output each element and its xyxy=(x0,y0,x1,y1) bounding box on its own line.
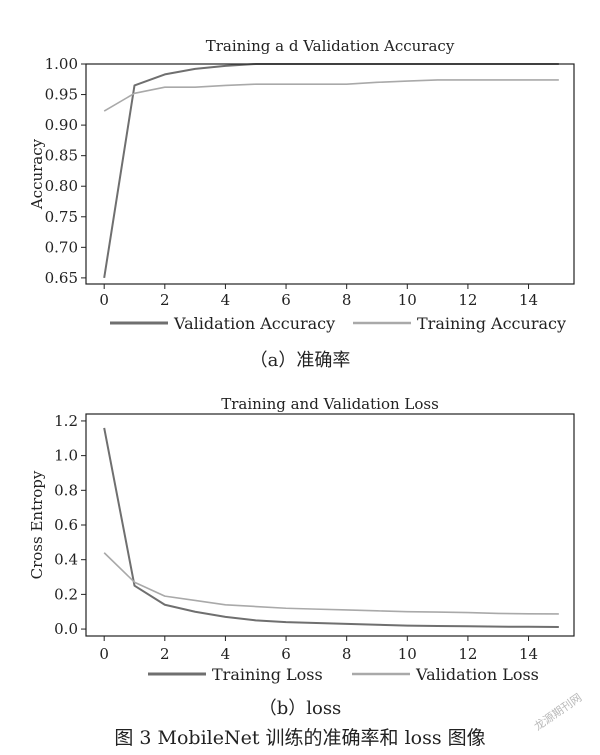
watermark: 龙源期刊网 xyxy=(531,690,584,733)
x-tick-label: 10 xyxy=(398,291,417,309)
x-tick-label: 10 xyxy=(398,645,417,663)
legend-label: Training Accuracy xyxy=(417,314,566,333)
plot-frame xyxy=(85,63,575,285)
y-tick-label: 0.80 xyxy=(45,177,78,195)
y-tick-label: 1.00 xyxy=(45,55,78,73)
y-tick-label: 0.90 xyxy=(45,116,78,134)
y-tick-label: 0.4 xyxy=(54,551,78,569)
y-tick-label: 1.2 xyxy=(54,412,78,430)
series-line-validation-loss xyxy=(103,552,559,615)
y-tick-label: 0.75 xyxy=(45,208,78,226)
x-tick-label: 8 xyxy=(342,645,352,663)
x-tick-label: 14 xyxy=(519,291,538,309)
series-line-validation-accuracy xyxy=(103,63,559,279)
x-tick-label: 14 xyxy=(519,645,538,663)
y-tick-label: 0.2 xyxy=(54,585,78,603)
y-tick-label: 0.85 xyxy=(45,147,78,165)
chart-title: Training and Validation Loss xyxy=(221,395,439,413)
x-tick-label: 2 xyxy=(160,645,170,663)
x-tick-label: 8 xyxy=(342,291,352,309)
x-tick-label: 0 xyxy=(99,645,109,663)
y-tick-label: 1.0 xyxy=(54,447,78,465)
x-tick-label: 6 xyxy=(281,291,291,309)
y-tick-label: 0.70 xyxy=(45,238,78,256)
plot-frame xyxy=(85,413,575,637)
x-tick-label: 0 xyxy=(99,291,109,309)
series-line-training-accuracy xyxy=(103,79,559,112)
legend-label: Training Loss xyxy=(212,665,323,684)
y-tick-label: 0.65 xyxy=(45,269,78,287)
figure-caption: 图 3 MobileNet 训练的准确率和 loss 图像 xyxy=(114,727,485,749)
x-tick-label: 4 xyxy=(221,291,231,309)
sub-caption: （b）loss xyxy=(259,698,342,719)
chart-title: Training a d Validation Accuracy xyxy=(206,37,455,55)
series-line-training-loss xyxy=(103,427,559,628)
legend-label: Validation Accuracy xyxy=(173,314,335,333)
x-tick-label: 6 xyxy=(281,645,291,663)
y-tick-label: 0.95 xyxy=(45,86,78,104)
y-axis-label: Accuracy xyxy=(28,138,46,210)
x-tick-label: 12 xyxy=(458,291,477,309)
y-tick-label: 0.8 xyxy=(54,481,78,499)
x-tick-label: 4 xyxy=(221,645,231,663)
x-tick-label: 12 xyxy=(458,645,477,663)
y-tick-label: 0.6 xyxy=(54,516,78,534)
y-axis-label: Cross Entropy xyxy=(28,470,46,579)
y-tick-label: 0.0 xyxy=(54,620,78,638)
sub-caption: （a）准确率 xyxy=(250,350,351,371)
legend-label: Validation Loss xyxy=(415,665,539,684)
x-tick-label: 2 xyxy=(160,291,170,309)
